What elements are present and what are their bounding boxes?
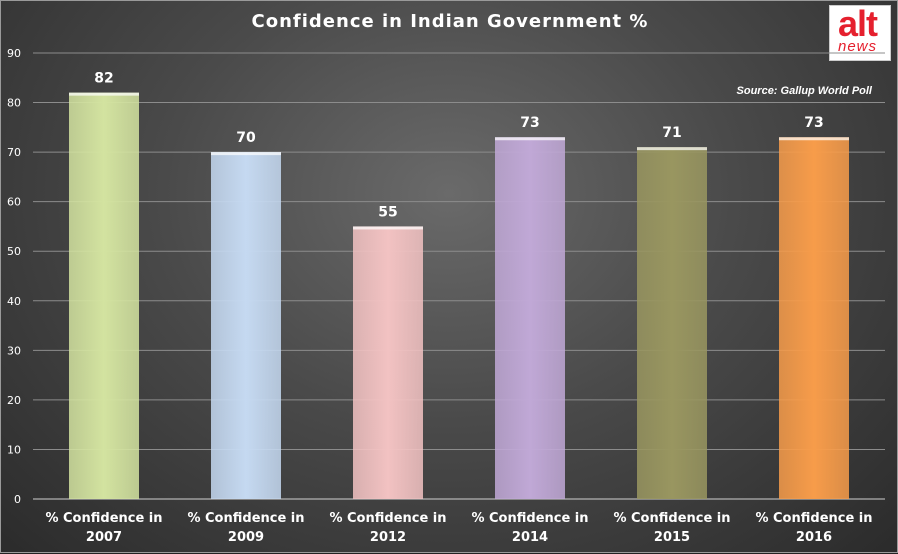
x-tick-label: % Confidence in 2016 [743,509,885,547]
x-tick-label-line1: % Confidence in [45,511,163,526]
x-tick-label-line1: % Confidence in [755,511,873,526]
bar-value-label: 55 [378,204,397,220]
bar-top-highlight [495,137,565,141]
bar [779,137,849,499]
x-tick-label-year: 2012 [369,530,407,545]
x-tick-label: % Confidence in 2014 [459,509,601,547]
x-tick-label: % Confidence in 2012 [317,509,459,547]
logo-subtext: news [838,38,878,55]
bar [495,137,565,499]
y-tick-label: 50 [7,245,21,258]
x-tick-label-line1: % Confidence in [187,511,305,526]
bar-top-highlight [69,92,139,96]
x-tick-label: % Confidence in 2007 [33,509,175,547]
y-tick-label: 40 [7,295,21,308]
x-tick-label-line1: % Confidence in [329,511,447,526]
y-tick-label: 80 [7,97,21,110]
chart-title: Confidence in Indian Government % [251,11,649,32]
bar-value-label: 73 [520,115,539,131]
bar [69,92,139,500]
y-tick-label: 60 [7,196,21,209]
source-note: Source: Gallup World Poll [736,85,872,97]
bar [637,147,707,499]
x-tick-label-line1: % Confidence in [471,511,589,526]
x-tick-label: % Confidence in 2009 [175,509,317,547]
bar [353,226,423,499]
x-tick-label-year: 2015 [653,530,691,545]
x-tick-label-year: 2014 [511,530,549,545]
x-tick-label: % Confidence in 2015 [601,509,743,547]
x-tick-label-year: 2016 [795,530,833,545]
x-tick-label-line1: % Confidence in [613,511,731,526]
alt-news-logo: alt news [829,3,891,61]
y-tick-label: 20 [7,394,21,407]
y-tick-label: 90 [7,47,21,60]
bar-value-label: 71 [662,125,681,141]
bar [211,152,281,499]
bar-value-label: 73 [804,115,823,131]
bar-top-highlight [353,226,423,230]
x-tick-label-year: 2009 [227,530,265,545]
logo-wordmark: alt [838,3,878,44]
bar-top-highlight [637,147,707,151]
bar-top-highlight [779,137,849,141]
y-tick-label: 10 [7,443,21,456]
bar-top-highlight [211,152,281,156]
y-tick-label: 30 [7,344,21,357]
bar-value-label: 70 [236,130,256,146]
bar-value-label: 82 [94,71,113,87]
x-tick-label-year: 2007 [85,530,123,545]
y-tick-label: 0 [14,493,21,506]
y-tick-label: 70 [7,146,21,159]
